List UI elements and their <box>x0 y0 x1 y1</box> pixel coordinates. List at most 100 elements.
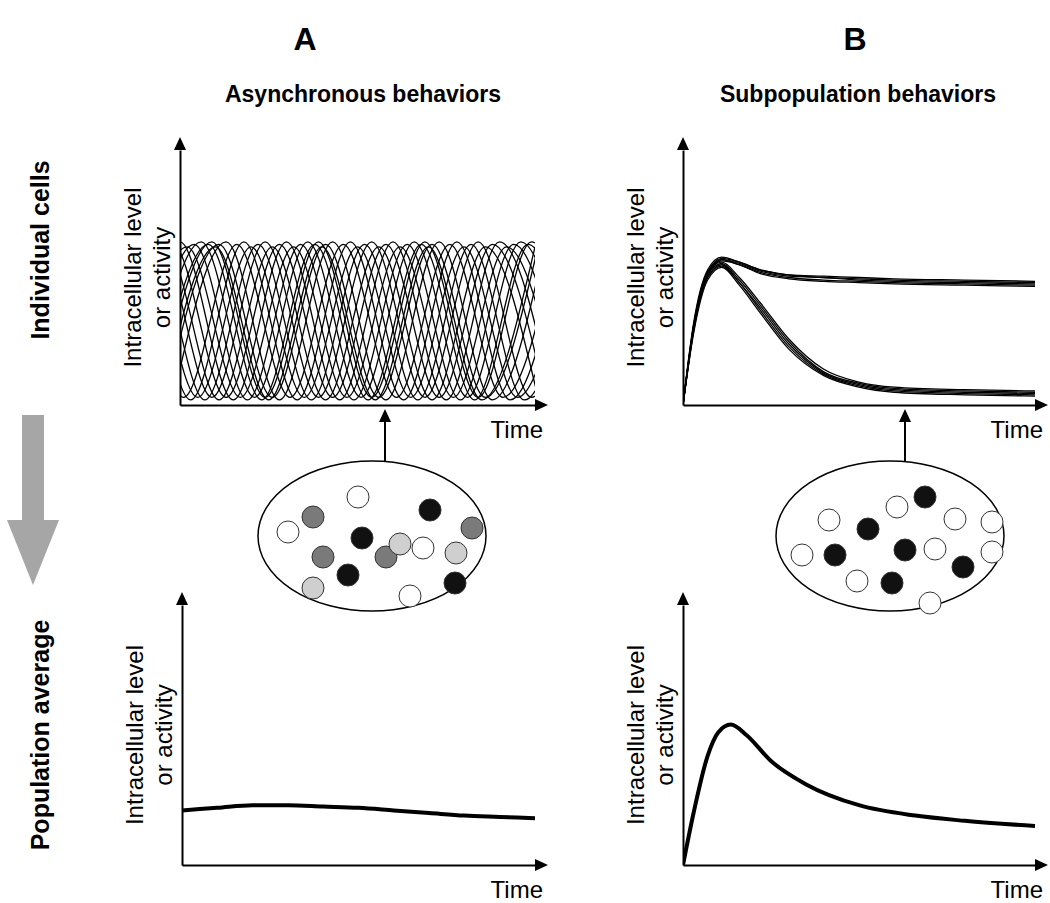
data-line <box>683 266 1035 405</box>
y-axis <box>180 151 181 406</box>
panel-label: A <box>293 21 316 57</box>
data-line <box>683 267 1035 405</box>
cell <box>389 533 411 555</box>
y-axis-line <box>180 151 182 406</box>
data-line <box>182 805 535 818</box>
cell <box>846 570 868 592</box>
cell <box>824 544 846 566</box>
cell <box>791 544 813 566</box>
cell <box>894 539 916 561</box>
cell <box>944 508 966 530</box>
plot-lines <box>182 805 535 818</box>
data-line <box>180 244 535 400</box>
y-axis-line <box>683 151 685 406</box>
cell <box>347 486 369 508</box>
data-line <box>683 262 1035 405</box>
y-axis-arrowhead <box>174 137 186 150</box>
x-axis-line <box>183 865 536 867</box>
flow-arrow-head <box>7 520 59 585</box>
y-axis-title: or activity <box>651 227 678 328</box>
chart: Time Intracellular levelor activity <box>622 137 1048 443</box>
cell <box>312 546 334 568</box>
data-line <box>683 260 1035 405</box>
y-axis <box>683 606 684 866</box>
panel-title: Asynchronous behaviors <box>225 81 501 107</box>
chart: Time Intracellular levelor activity <box>121 592 548 903</box>
data-line <box>180 242 535 400</box>
flow-arrow-shaft <box>22 415 44 522</box>
x-axis-title: Time <box>991 416 1043 443</box>
cell <box>302 506 324 528</box>
data-line <box>180 244 535 400</box>
data-line <box>180 242 535 398</box>
pointer-arrow-head <box>899 409 911 422</box>
cell <box>412 537 434 559</box>
cell <box>399 585 421 607</box>
x-axis-title: Time <box>491 416 543 443</box>
cell <box>886 496 908 518</box>
x-axis <box>684 865 1036 866</box>
x-axis-line <box>181 405 536 407</box>
x-axis-arrowhead <box>535 859 548 871</box>
x-axis-arrowhead <box>1035 399 1048 411</box>
population-outline <box>258 461 486 611</box>
cell <box>924 538 946 560</box>
cell <box>818 509 840 531</box>
pointer-arrow-line <box>904 420 906 461</box>
row-label: Population average <box>26 620 54 851</box>
cell-population <box>776 409 1004 614</box>
y-axis-title: or activity <box>148 227 175 328</box>
data-line <box>180 244 535 397</box>
x-axis-title: Time <box>991 876 1043 903</box>
panel-title: Subpopulation behaviors <box>720 81 996 107</box>
data-line <box>683 257 1035 405</box>
plot-lines <box>683 257 1035 405</box>
y-axis-arrowhead <box>677 137 689 150</box>
pointer-arrow-line <box>384 420 386 461</box>
chart: Time Intracellular levelor activity <box>622 592 1048 903</box>
cell <box>952 556 974 578</box>
x-axis-line <box>684 405 1036 407</box>
y-axis-title: Intracellular level <box>622 645 649 825</box>
cell <box>981 541 1003 563</box>
y-axis-title: Intracellular level <box>121 645 148 825</box>
cell <box>461 517 483 539</box>
x-axis-arrowhead <box>535 399 548 411</box>
y-axis-title: or activity <box>651 684 678 785</box>
x-axis <box>181 405 536 406</box>
cell <box>419 499 441 521</box>
data-line <box>683 725 1035 865</box>
data-line <box>180 242 535 400</box>
cell <box>444 572 466 594</box>
y-axis-line <box>683 606 685 866</box>
data-line <box>683 258 1035 405</box>
cell <box>302 577 324 599</box>
x-axis <box>684 405 1036 406</box>
y-axis <box>683 151 684 406</box>
cell <box>277 521 299 543</box>
data-line <box>683 260 1035 405</box>
y-axis-title: Intracellular level <box>622 187 649 367</box>
row-label: Individual cells <box>26 160 54 339</box>
cell <box>337 564 359 586</box>
data-line <box>180 242 535 398</box>
population-outline <box>776 461 1004 611</box>
y-axis-title: or activity <box>150 684 177 785</box>
cell <box>351 527 373 549</box>
y-axis-title: Intracellular level <box>119 187 146 367</box>
x-axis-line <box>684 865 1036 867</box>
data-line <box>180 242 535 400</box>
plot-lines <box>180 242 535 400</box>
y-axis-arrowhead <box>677 592 689 605</box>
cell <box>919 592 941 614</box>
cell <box>981 511 1003 533</box>
y-axis <box>182 606 183 866</box>
chart: Time Intracellular levelor activity <box>77 137 585 443</box>
y-axis-arrowhead <box>176 592 188 605</box>
panel-label: B <box>843 21 866 57</box>
plot-lines <box>683 725 1035 865</box>
x-axis <box>183 865 536 866</box>
figure: A Asynchronous behaviors B Subpopulation be… <box>0 0 1050 903</box>
cell <box>914 486 936 508</box>
x-axis-title: Time <box>491 876 543 903</box>
